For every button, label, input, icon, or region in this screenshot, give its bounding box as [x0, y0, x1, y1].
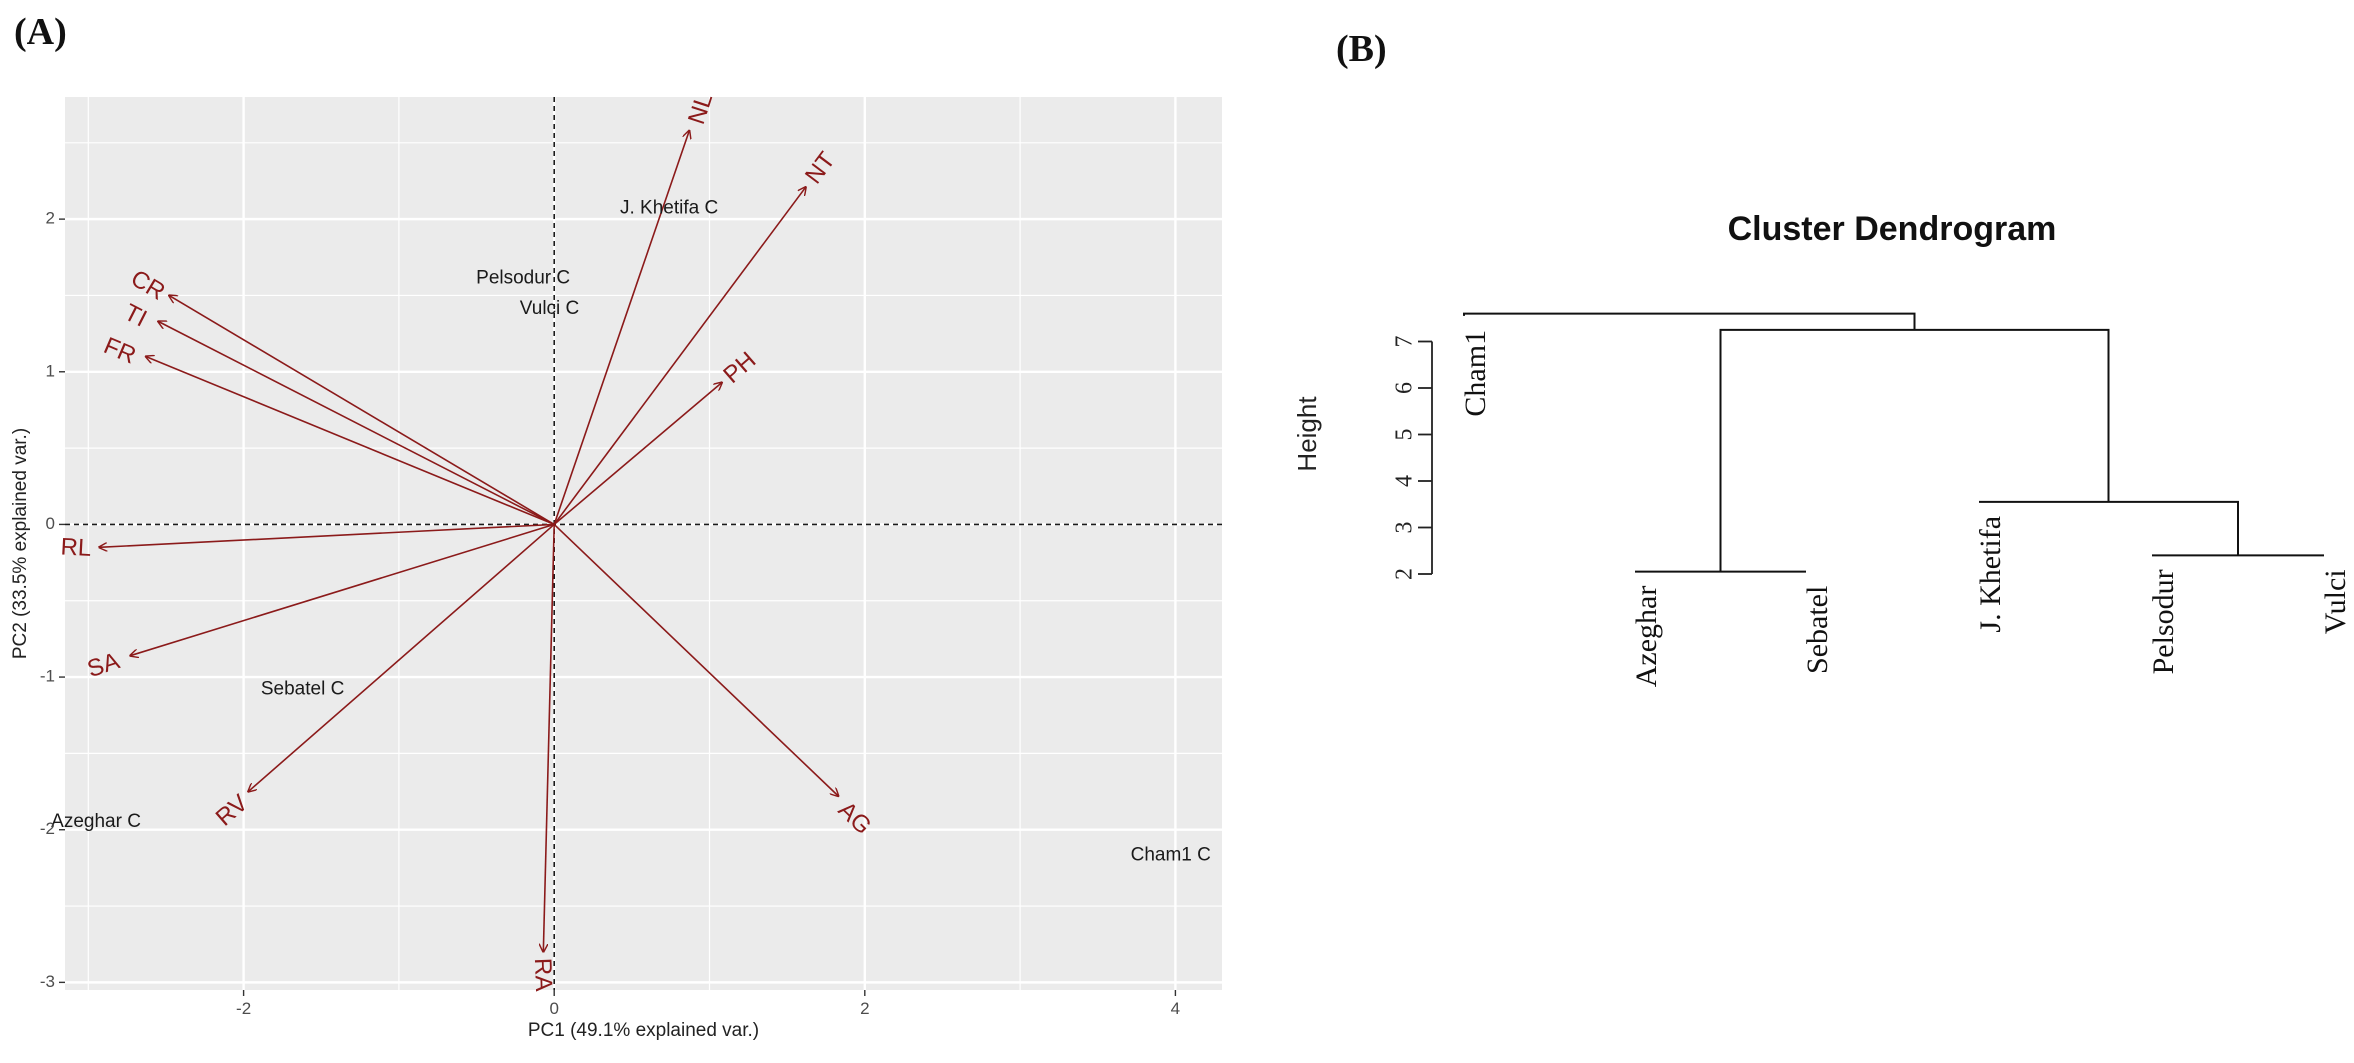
- dendrogram-link: [1719, 328, 2110, 572]
- loading-arrow-ag: [553, 523, 838, 796]
- dendrogram-tick-label: 7: [1392, 336, 1418, 348]
- loading-arrow-nt: [553, 187, 806, 525]
- x-tick-label: 4: [1171, 999, 1180, 1018]
- x-tick-label: 0: [549, 999, 558, 1018]
- dendrogram-tick-label: 3: [1392, 522, 1418, 534]
- dendrogram-links: [1463, 312, 2324, 573]
- reference-lines: [65, 97, 1222, 990]
- loading-arrow-ra: [543, 524, 556, 951]
- dendrogram-link: [1979, 500, 2239, 556]
- sample-label: Vulci C: [520, 298, 579, 319]
- dendrogram-link: [1463, 312, 1916, 330]
- y-tick-label: -3: [40, 972, 55, 991]
- loading-arrow-rv: [248, 523, 555, 791]
- dendrogram-leaf-label: Pelsodur: [2147, 569, 2180, 674]
- loading-arrow-nl: [553, 131, 689, 525]
- sample-label: Azeghar C: [51, 811, 141, 832]
- y-tick-label: 2: [46, 209, 55, 228]
- dendrogram-leaf-label: Cham1: [1459, 330, 1492, 417]
- loading-arrow-rl: [99, 523, 555, 547]
- dendrogram-leaf-label: Azeghar: [1630, 586, 1663, 688]
- loading-arrow-sa: [130, 523, 555, 655]
- sample-labels: J. Khetifa C Pelsodur C Vulci C Sebatel C Az…: [51, 197, 1211, 865]
- y-tick-label: -1: [40, 667, 55, 686]
- loading-arrow-ph: [553, 382, 722, 526]
- y-tick-label: 1: [46, 361, 55, 380]
- dendrogram-tick-label: 6: [1392, 382, 1418, 394]
- cluster-dendrogram: Cluster Dendrogram Height 2 3 4 5 6 7 Cham1 Az…: [1292, 210, 2352, 687]
- panel-label-b: (B): [1336, 28, 1387, 70]
- sample-label: Sebatel C: [261, 678, 344, 699]
- sample-label: J. Khetifa C: [620, 197, 718, 218]
- y-axis-title: PC2 (33.5% explained var.): [10, 428, 31, 659]
- loading-label-ra: RA: [529, 958, 557, 992]
- x-tick-label: 2: [860, 999, 869, 1018]
- dendrogram-leaf-label: Sebatel: [1801, 586, 1834, 674]
- plot-panel-background: [65, 97, 1222, 990]
- x-tick-label: -2: [236, 999, 251, 1018]
- sample-label: Pelsodur C: [476, 268, 570, 289]
- axis-ticks: -2 0 2 4 -3 -2 -1 0 1 2: [40, 209, 1180, 1018]
- y-tick-label: 0: [46, 514, 55, 533]
- x-axis-title: PC1 (49.1% explained var.): [528, 1020, 759, 1041]
- dendrogram-tick-label: 2: [1392, 568, 1418, 580]
- loading-arrow-fr: [146, 357, 555, 526]
- dendrogram-leaf-label: J. Khetifa: [1974, 516, 2007, 633]
- loading-arrow-cr: [169, 295, 555, 526]
- panel-label-a: (A): [14, 11, 67, 53]
- dendrogram-tick-label: 4: [1392, 475, 1418, 487]
- dendrogram-leaf-labels: Cham1 Azeghar Sebatel J. Khetifa Pelsodur Vul…: [1459, 330, 2352, 687]
- dendrogram-y-axis-title: Height: [1292, 396, 1322, 472]
- dendrogram-y-axis: 2 3 4 5 6 7: [1392, 336, 1433, 580]
- loading-label-rl: RL: [60, 533, 92, 562]
- loading-arrow-ti: [158, 321, 555, 526]
- sample-label: Cham1 C: [1131, 845, 1211, 866]
- dendrogram-leaf-label: Vulci: [2319, 569, 2352, 634]
- y-tick-label: -2: [40, 819, 55, 838]
- dendrogram-title: Cluster Dendrogram: [1728, 210, 2057, 248]
- dendrogram-tick-label: 5: [1392, 429, 1418, 441]
